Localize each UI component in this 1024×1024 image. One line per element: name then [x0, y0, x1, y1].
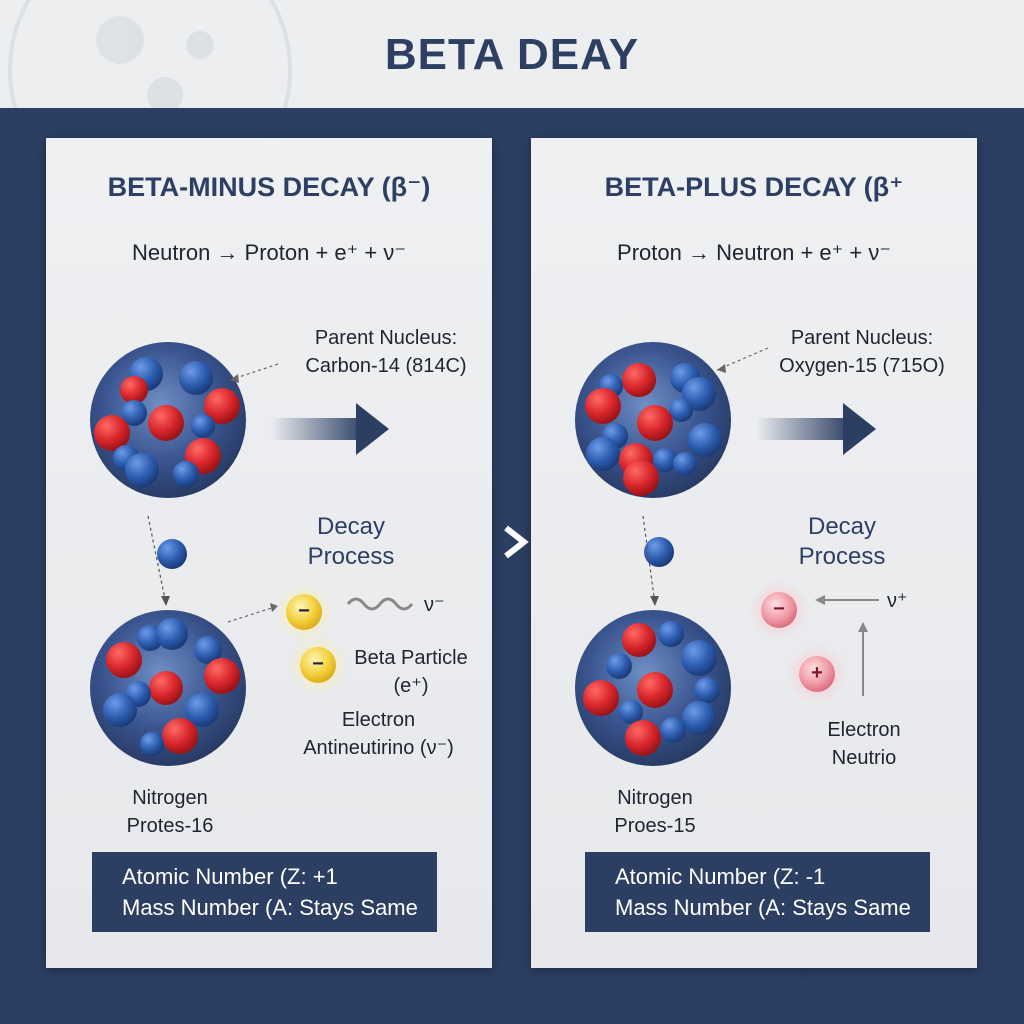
positron-minus-sign: − — [773, 598, 785, 620]
parent-nucleus — [575, 342, 731, 498]
electron-2 — [300, 647, 336, 683]
beta-plus-equation: Proton → Neutron + e⁺ + ν⁻ — [617, 240, 891, 265]
positron-plus-sign: + — [811, 662, 823, 684]
electron-pointer — [227, 605, 279, 623]
emitted-particle — [157, 539, 187, 569]
positron-2 — [799, 656, 835, 692]
beta-plus-panel: BETA-PLUS DECAY (β⁺ Proton → Neutron + e… — [531, 138, 977, 968]
beta-minus-title: BETA-MINUS DECAY (β⁻) — [107, 172, 431, 202]
electron-neutrino-label: Electron Neutrio — [827, 719, 901, 769]
electron-1 — [286, 594, 322, 630]
beta-plus-title: BETA-PLUS DECAY (β⁺ — [604, 172, 904, 202]
transition-arrow — [271, 403, 389, 455]
daughter-nucleus — [575, 610, 731, 766]
parent-nucleus-label: Parent Nucleus: Oxygen-15 (715O) — [779, 327, 945, 377]
neutrino-symbol: ν⁺ — [887, 590, 908, 612]
antineutrino-symbol: ν⁻ — [424, 594, 445, 616]
parent-nucleus — [90, 342, 246, 498]
page-title: BETA DEAY — [384, 30, 640, 79]
transition-arrow — [756, 403, 876, 455]
daughter-nucleus-label: Nitrogen Proes-15 — [614, 787, 696, 837]
beta-minus-panel: BETA-MINUS DECAY (β⁻) Neutron → Proton +… — [46, 138, 492, 968]
parent-nucleus-label: Parent Nucleus: Carbon-14 (814C) — [305, 327, 467, 377]
electron-charge-1: − — [298, 600, 310, 622]
beta-particle-label: Beta Particle (e⁺) — [354, 647, 468, 697]
beta-plus-summary: Atomic Number (Z: -1 Mass Number (A: Sta… — [585, 852, 930, 932]
emitted-particle — [644, 537, 674, 567]
decay-pointer — [147, 515, 167, 605]
decay-process-label: Decay Process — [307, 513, 395, 570]
wave-icon — [346, 597, 414, 611]
beta-minus-equation: Neutron → Proton + e⁺ + ν⁻ — [132, 240, 406, 265]
beta-minus-illustration — [90, 342, 414, 766]
decay-process-label: Decay Process — [798, 513, 886, 570]
beta-minus-summary: Atomic Number (Z: +1 Mass Number (A: Sta… — [92, 852, 437, 932]
electron-antineutrino-label: Electron Antineutirino (ν⁻) — [303, 709, 454, 759]
beta-plus-illustration — [575, 342, 879, 766]
daughter-nucleus — [90, 610, 246, 766]
positron-1 — [761, 592, 797, 628]
electron-charge-2: − — [312, 653, 324, 675]
decay-pointer — [642, 515, 656, 605]
header-band — [0, 0, 1024, 108]
daughter-nucleus-label: Nitrogen Protes-16 — [126, 787, 214, 837]
chevron-right-icon — [504, 525, 529, 559]
